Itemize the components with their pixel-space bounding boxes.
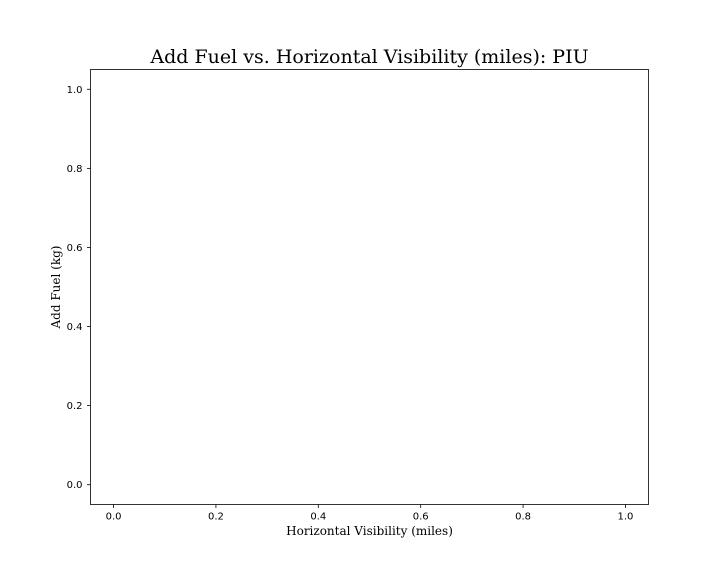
y-tick-label: 0.4 [67,322,83,333]
x-tick-label: 0.4 [310,512,326,523]
x-tick-label: 0.0 [106,512,122,523]
y-tick-label: 0.8 [67,164,83,175]
y-tick-label: 0.0 [67,480,83,491]
x-tick-label: 0.6 [413,512,429,523]
y-tick-label: 0.2 [67,401,83,412]
x-axis: 0.0 0.2 0.4 0.6 0.8 1.0 [106,504,634,523]
x-tick-label: 0.8 [515,512,531,523]
y-axis: 0.0 0.2 0.4 0.6 0.8 1.0 [67,85,91,491]
x-tick-label: 0.2 [208,512,224,523]
x-axis-label: Horizontal Visibility (miles) [286,524,453,538]
x-tick-label: 1.0 [618,512,634,523]
chart-title: Add Fuel vs. Horizontal Visibility (mile… [149,46,588,68]
y-tick-label: 1.0 [67,85,83,96]
y-tick-label: 0.6 [67,243,83,254]
plot-area [90,69,649,505]
y-axis-label: Add Fuel (kg) [49,246,63,330]
